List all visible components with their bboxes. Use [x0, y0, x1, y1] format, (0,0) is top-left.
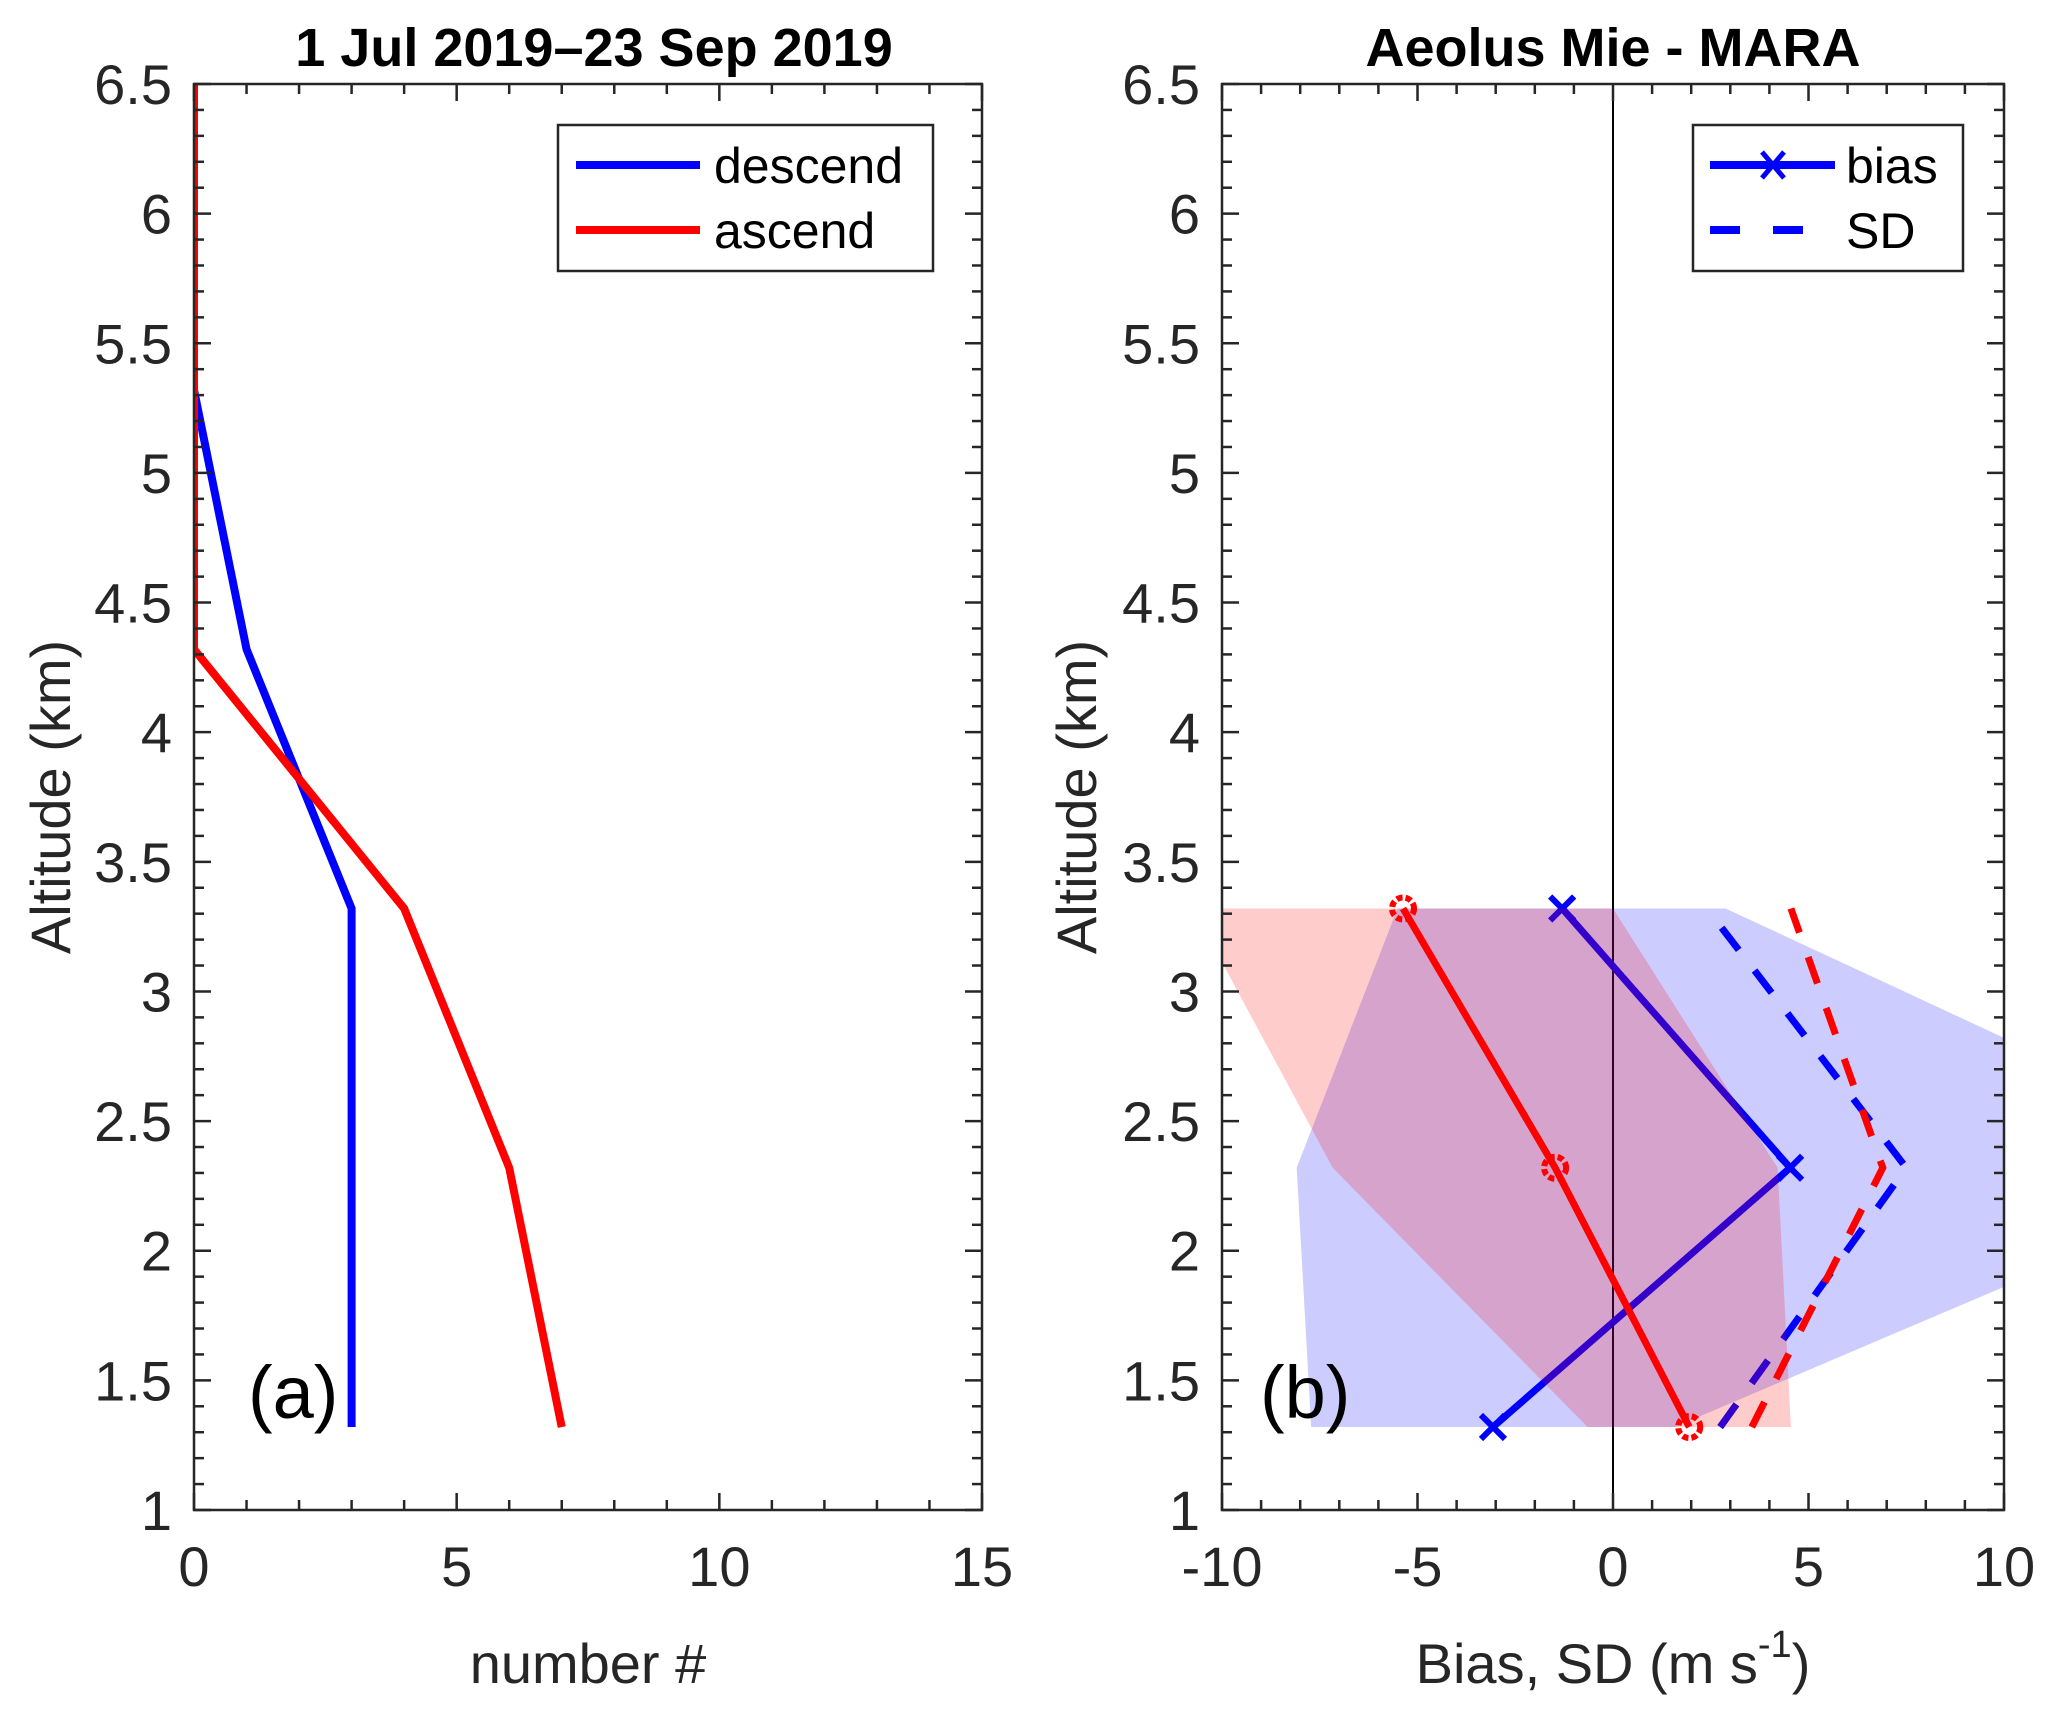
panel-b-plot-area: [1222, 84, 2004, 1510]
panel-b-legend: bias SD: [1691, 123, 1965, 273]
y-tick-label: 4: [141, 701, 172, 764]
bias-marker-descend-point: [1478, 1412, 1508, 1442]
legend-label-sd: SD: [1846, 203, 1915, 259]
y-tick-label: 1: [141, 1479, 172, 1542]
y-tick-label: 2.5: [1122, 1090, 1200, 1153]
y-tick-label: 3.5: [1122, 831, 1200, 894]
y-tick-label: 1.5: [1122, 1349, 1200, 1412]
y-tick-label: 2: [1169, 1220, 1200, 1283]
x-tick-label: 15: [951, 1535, 1013, 1598]
panel-a-x-axis-label: number #: [470, 1632, 707, 1695]
panel-b-y-axis-label: Altitude (km): [1045, 640, 1108, 954]
bias-marker-descend-point: [1548, 894, 1577, 923]
panel-a-title: 1 Jul 2019–23 Sep 2019: [295, 18, 892, 78]
y-tick-label: 5.5: [1122, 312, 1200, 375]
x-tick-label: 10: [1973, 1535, 2035, 1598]
y-tick-label: 4.5: [94, 572, 172, 635]
y-tick-label: 1: [1169, 1479, 1200, 1542]
y-tick-label: 4.5: [1122, 572, 1200, 635]
sd-line-ascend: [1748, 907, 1887, 1429]
panel-a-plot-area: [194, 84, 566, 1428]
legend-label-bias: bias: [1846, 138, 1938, 194]
x-tick-label: 10: [688, 1535, 750, 1598]
panel-b-label: (b): [1260, 1351, 1350, 1434]
y-tick-label: 2.5: [94, 1090, 172, 1153]
panel-a-label: (a): [248, 1351, 338, 1434]
legend-box: [1691, 123, 1965, 273]
panel-a-axes: 0 5 10 15 1 1.5 2 2.5 3 3.5 4 4.5 5 5.5 6 6.5: [94, 53, 1013, 1598]
y-tick-label: 3: [141, 960, 172, 1023]
y-tick-label: 6.5: [1122, 53, 1200, 116]
bias-marker-ascend-point: [1675, 1413, 1704, 1442]
x-tick-label: 5: [441, 1535, 472, 1598]
panel-b-title: Aeolus Mie - MARA: [1365, 18, 1860, 78]
series-line-descend: [194, 84, 356, 1428]
y-tick-label: 1.5: [94, 1349, 172, 1412]
legend-label-descend: descend: [714, 138, 903, 194]
x-tick-label: 0: [1597, 1535, 1628, 1598]
x-tick-label: -10: [1182, 1535, 1263, 1598]
y-tick-label: 5.5: [94, 312, 172, 375]
y-tick-label: 6.5: [94, 53, 172, 116]
y-tick-label: 3.5: [94, 831, 172, 894]
y-tick-label: 6: [1169, 183, 1200, 246]
bias-marker-descend-point: [1775, 1153, 1805, 1182]
panel-a-y-axis-label: Altitude (km): [19, 640, 82, 954]
panel-b-x-axis-label: Bias, SD (m s-1): [1416, 1624, 1811, 1695]
band-descend: [1296, 908, 2004, 1428]
legend-box: [556, 123, 935, 273]
panel-a-number-profile: 1 Jul 2019–23 Sep 2019 0 5 10 15 1 1.5 2 2.5 3 3.…: [19, 18, 1013, 1695]
panel-a-legend: descend ascend: [556, 123, 935, 273]
bias-marker-ascend-point: [1541, 1153, 1570, 1182]
series-line-ascend: [194, 84, 566, 1428]
x-tick-label: 0: [178, 1535, 209, 1598]
y-tick-label: 2: [141, 1220, 172, 1283]
x-label-main: Bias, SD (m s: [1416, 1632, 1758, 1695]
y-tick-label: 3: [1169, 960, 1200, 1023]
legend-marker-x-icon: [1760, 150, 1786, 180]
bias-marker-ascend-point: [1389, 894, 1418, 923]
legend-label-ascend: ascend: [714, 203, 875, 259]
band-ascend: [1222, 908, 1791, 1428]
y-tick-label: 5: [1169, 442, 1200, 505]
axes-box: [192, 82, 984, 1512]
y-tick-label: 6: [141, 183, 172, 246]
panel-b-bias-sd-profile: Aeolus Mie - MARA -10 -5 0 5 10 1 1.5 2 2.5 3 3.5 4…: [1045, 18, 2035, 1695]
panel-b-axes: -10 -5 0 5 10 1 1.5 2 2.5 3 3.5 4 4.5 5 5.5 6 6.5: [1122, 53, 2035, 1598]
y-tick-label: 5: [141, 442, 172, 505]
x-tick-label: -5: [1393, 1535, 1443, 1598]
x-label-superscript: -1: [1758, 1624, 1792, 1666]
x-label-suffix: ): [1792, 1632, 1811, 1695]
x-tick-label: 5: [1793, 1535, 1824, 1598]
y-tick-label: 4: [1169, 701, 1200, 764]
bias-line-ascend: [1400, 906, 1693, 1429]
